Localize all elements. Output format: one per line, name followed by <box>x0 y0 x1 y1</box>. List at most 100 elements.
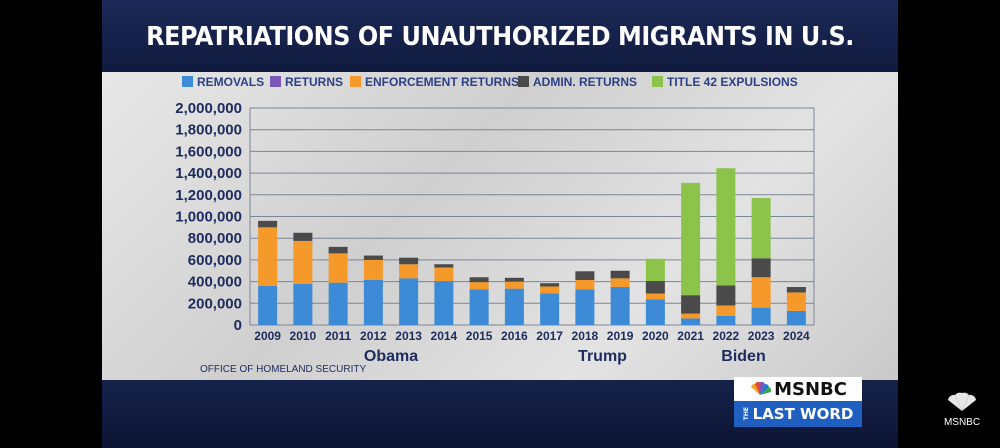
bar-removals-2023 <box>751 307 771 325</box>
bar-removals-2017 <box>540 293 560 325</box>
y-tick-label: 1,000,000 <box>175 209 242 226</box>
era-label-trump: Trump <box>578 348 627 365</box>
stacked-bar-chart: REMOVALS RETURNS ENFORCEMENT RETURNS ADMIN.… <box>175 75 815 375</box>
bar-removals-2022 <box>716 315 736 325</box>
y-tick-label: 1,400,000 <box>175 165 242 182</box>
legend-label-title-42-expulsions: TITLE 42 EXPULSIONS <box>667 75 798 89</box>
bar-admin-returns-2023 <box>751 258 771 278</box>
bar-admin-returns-2019 <box>610 270 630 279</box>
bar-admin-returns-2024 <box>786 287 806 293</box>
show-name-label: LAST WORD <box>752 405 854 423</box>
x-tick-label-2013: 2013 <box>395 329 422 343</box>
bar-admin-returns-2014 <box>434 264 454 268</box>
bar-admin-returns-2022 <box>716 285 736 306</box>
y-tick-label: 600,000 <box>188 252 242 269</box>
show-name-banner: THE LAST WORD <box>734 401 862 427</box>
peacock-watermark-icon <box>948 392 976 411</box>
bar-removals-2010 <box>293 283 313 325</box>
y-tick-label: 200,000 <box>188 295 242 312</box>
bar-enforcement-returns-2010 <box>293 240 313 284</box>
chart-title: REPATRIATIONS OF UNAUTHORIZED MIGRANTS I… <box>146 22 854 52</box>
legend-label-returns: RETURNS <box>285 75 343 89</box>
legend-swatch-admin-returns <box>518 76 529 87</box>
bar-admin-returns-2017 <box>540 283 560 287</box>
x-tick-label-2020: 2020 <box>642 329 669 343</box>
bar-enforcement-returns-2019 <box>610 278 630 288</box>
x-tick-label-2021: 2021 <box>677 329 704 343</box>
legend-swatch-removals <box>182 76 193 87</box>
bar-enforcement-returns-2022 <box>716 305 736 316</box>
x-tick-label-2019: 2019 <box>607 329 634 343</box>
bar-admin-returns-2010 <box>293 232 313 241</box>
y-tick-label: 1,200,000 <box>175 187 242 204</box>
bar-title-42-expulsions-2023 <box>751 198 771 259</box>
bar-title-42-expulsions-2022 <box>716 168 736 286</box>
legend-label-admin-returns: ADMIN. RETURNS <box>533 75 637 89</box>
y-tick-label: 0 <box>234 317 242 334</box>
bar-enforcement-returns-2013 <box>399 264 419 279</box>
x-tick-label-2010: 2010 <box>290 329 317 343</box>
legend-swatch-returns <box>270 76 281 87</box>
bar-removals-2019 <box>610 287 630 325</box>
bar-enforcement-returns-2020 <box>645 293 665 300</box>
bar-enforcement-returns-2012 <box>363 259 383 280</box>
watermark-text: MSNBC <box>943 417 981 428</box>
y-tick-label: 2,000,000 <box>175 100 242 117</box>
x-tick-label-2015: 2015 <box>466 329 493 343</box>
bar-removals-2015 <box>469 289 489 325</box>
y-tick-label: 800,000 <box>188 230 242 247</box>
bar-enforcement-returns-2021 <box>681 313 701 319</box>
legend-label-removals: REMOVALS <box>197 75 264 89</box>
bar-title-42-expulsions-2020 <box>645 258 665 282</box>
x-tick-label-2022: 2022 <box>713 329 740 343</box>
bar-removals-2009 <box>258 285 278 325</box>
x-tick-label-2018: 2018 <box>572 329 599 343</box>
network-watermark: MSNBC <box>938 392 986 428</box>
show-the-label: THE <box>742 407 750 421</box>
bar-removals-2011 <box>328 282 348 325</box>
broadcast-frame: REPATRIATIONS OF UNAUTHORIZED MIGRANTS I… <box>102 0 898 448</box>
x-tick-label-2009: 2009 <box>254 329 281 343</box>
bar-enforcement-returns-2011 <box>328 253 348 283</box>
bar-admin-returns-2015 <box>469 277 489 283</box>
bar-admin-returns-2020 <box>645 281 665 294</box>
bar-admin-returns-2011 <box>328 246 348 254</box>
peacock-icon <box>751 382 772 395</box>
bar-enforcement-returns-2023 <box>751 277 771 308</box>
bar-admin-returns-2013 <box>399 257 419 265</box>
x-tick-label-2024: 2024 <box>783 329 810 343</box>
y-tick-label: 1,600,000 <box>175 143 242 160</box>
x-tick-label-2017: 2017 <box>536 329 563 343</box>
bar-removals-2021 <box>681 318 701 325</box>
bar-enforcement-returns-2017 <box>540 286 560 294</box>
bar-enforcement-returns-2014 <box>434 267 454 282</box>
msnbc-logo: MSNBC <box>734 377 862 401</box>
bar-removals-2012 <box>363 279 383 325</box>
bar-enforcement-returns-2009 <box>258 227 278 286</box>
bar-admin-returns-2021 <box>681 295 701 314</box>
bar-removals-2014 <box>434 281 454 325</box>
x-tick-label-2012: 2012 <box>360 329 387 343</box>
legend-swatch-title-42-expulsions <box>652 76 663 87</box>
x-tick-label-2023: 2023 <box>748 329 775 343</box>
y-tick-label: 1,800,000 <box>175 122 242 139</box>
bar-removals-2016 <box>504 288 524 325</box>
bar-admin-returns-2018 <box>575 271 595 280</box>
bar-removals-2013 <box>399 278 419 325</box>
title-bar: REPATRIATIONS OF UNAUTHORIZED MIGRANTS I… <box>102 0 898 72</box>
source-note: OFFICE OF HOMELAND SECURITY <box>200 364 366 375</box>
legend-swatch-enforcement-returns <box>350 76 361 87</box>
bar-admin-returns-2009 <box>258 220 278 228</box>
x-tick-label-2011: 2011 <box>325 329 351 343</box>
bar-enforcement-returns-2016 <box>504 281 524 289</box>
bar-enforcement-returns-2018 <box>575 279 595 290</box>
era-label-biden: Biden <box>721 348 765 365</box>
show-logo: MSNBC THE LAST WORD <box>734 377 862 427</box>
bar-removals-2020 <box>645 299 665 325</box>
bar-removals-2024 <box>786 310 806 325</box>
legend-label-enforcement-returns: ENFORCEMENT RETURNS <box>365 75 519 89</box>
y-tick-label: 400,000 <box>188 274 242 291</box>
bar-admin-returns-2012 <box>363 255 383 260</box>
bar-title-42-expulsions-2021 <box>681 182 701 296</box>
x-tick-label-2016: 2016 <box>501 329 528 343</box>
